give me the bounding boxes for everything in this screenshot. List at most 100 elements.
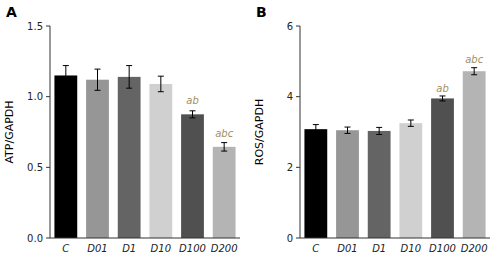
error-bar	[126, 66, 132, 89]
x-tick-label: D1	[372, 243, 386, 254]
annotation: ab	[186, 95, 198, 106]
y-tick-label: 4	[287, 91, 293, 102]
error-line	[129, 66, 130, 89]
error-line	[410, 120, 411, 126]
error-cap	[345, 133, 351, 134]
y-tick-label: 0.5	[27, 162, 43, 173]
x-tick-label: D1	[122, 243, 136, 254]
annotation: ab	[436, 83, 448, 94]
error-cap	[158, 91, 164, 92]
x-tick-label: D200	[211, 243, 238, 254]
error-cap	[471, 74, 477, 75]
error-cap	[126, 88, 132, 89]
figure: AATP/GAPDH0.00.51.01.5CD01D1D10D100D200a…	[0, 0, 500, 262]
bar	[149, 84, 172, 238]
error-line	[347, 127, 348, 133]
x-tick-label: D10	[151, 243, 171, 254]
panel-title: B	[256, 4, 267, 20]
x-axis	[50, 238, 240, 239]
error-cap	[126, 65, 132, 66]
error-cap	[471, 67, 477, 68]
x-tick-label: D200	[461, 243, 488, 254]
bars	[304, 68, 485, 238]
y-tick	[296, 238, 300, 239]
error-cap	[190, 117, 196, 118]
panel-title: A	[6, 4, 17, 20]
x-tick-label: D01	[337, 243, 357, 254]
error-line	[379, 127, 380, 134]
y-tick	[296, 167, 300, 168]
bar	[368, 131, 391, 238]
y-axis-label: ROS/GAPDH	[253, 99, 266, 165]
error-cap	[190, 110, 196, 111]
x-tick-label: D01	[87, 243, 107, 254]
error-cap	[408, 126, 414, 127]
error-line	[160, 76, 161, 92]
y-tick-label: 1.5	[27, 21, 43, 32]
panel: B ROS/GAPDH 0 2 4 6 C D01 D1 D10 D100 D200 ab abc	[253, 4, 490, 254]
error-line	[474, 68, 475, 75]
x-tick-label: D10	[401, 243, 421, 254]
annotation: abc	[215, 128, 233, 139]
bar	[54, 75, 77, 238]
error-bar	[221, 143, 227, 151]
panel: AATP/GAPDH0.00.51.01.5CD01D1D10D100D200a…	[3, 4, 240, 254]
error-line	[224, 143, 225, 151]
x-tick-label: C	[62, 243, 69, 254]
error-bar	[63, 66, 69, 86]
bars	[54, 66, 235, 238]
y-axis	[300, 26, 301, 238]
bar	[181, 114, 204, 238]
error-bar	[376, 127, 382, 134]
error-bar	[95, 69, 101, 90]
error-cap	[158, 76, 164, 77]
error-cap	[376, 134, 382, 135]
error-bar	[471, 68, 477, 75]
bar	[399, 123, 422, 238]
y-tick-label: 0	[287, 233, 293, 244]
error-bar	[190, 111, 196, 118]
error-cap	[440, 95, 446, 96]
error-bar	[345, 127, 351, 133]
error-bar	[440, 96, 446, 101]
error-cap	[63, 85, 69, 86]
error-cap	[313, 133, 319, 134]
y-tick-label: 1.0	[27, 91, 43, 102]
error-cap	[63, 65, 69, 66]
x-axis	[300, 238, 490, 239]
bar	[213, 147, 236, 238]
bar	[118, 77, 141, 238]
bar	[304, 129, 327, 238]
bar	[463, 71, 486, 238]
x-tick-label: C	[312, 243, 319, 254]
annotation: abc	[465, 54, 483, 65]
bar	[336, 130, 359, 238]
error-cap	[95, 69, 101, 70]
error-line	[442, 96, 443, 101]
error-cap	[345, 127, 351, 128]
error-cap	[221, 142, 227, 143]
error-cap	[313, 124, 319, 125]
error-cap	[408, 119, 414, 120]
error-cap	[376, 127, 382, 128]
y-tick	[296, 96, 300, 97]
error-line	[192, 111, 193, 118]
y-axis	[50, 26, 51, 238]
error-line	[65, 66, 66, 86]
error-bar	[313, 125, 319, 134]
y-tick	[46, 26, 50, 27]
x-tick-label: D100	[429, 243, 456, 254]
bar	[86, 80, 109, 238]
error-cap	[95, 90, 101, 91]
y-tick	[46, 96, 50, 97]
y-tick	[46, 238, 50, 239]
x-tick-label: D100	[179, 243, 206, 254]
error-bar	[158, 76, 164, 92]
error-bar	[408, 120, 414, 126]
y-tick-label: 6	[287, 21, 293, 32]
error-cap	[440, 100, 446, 101]
error-cap	[221, 151, 227, 152]
bar	[431, 98, 454, 238]
y-tick-label: 2	[287, 162, 293, 173]
y-tick-label: 0.0	[27, 233, 43, 244]
